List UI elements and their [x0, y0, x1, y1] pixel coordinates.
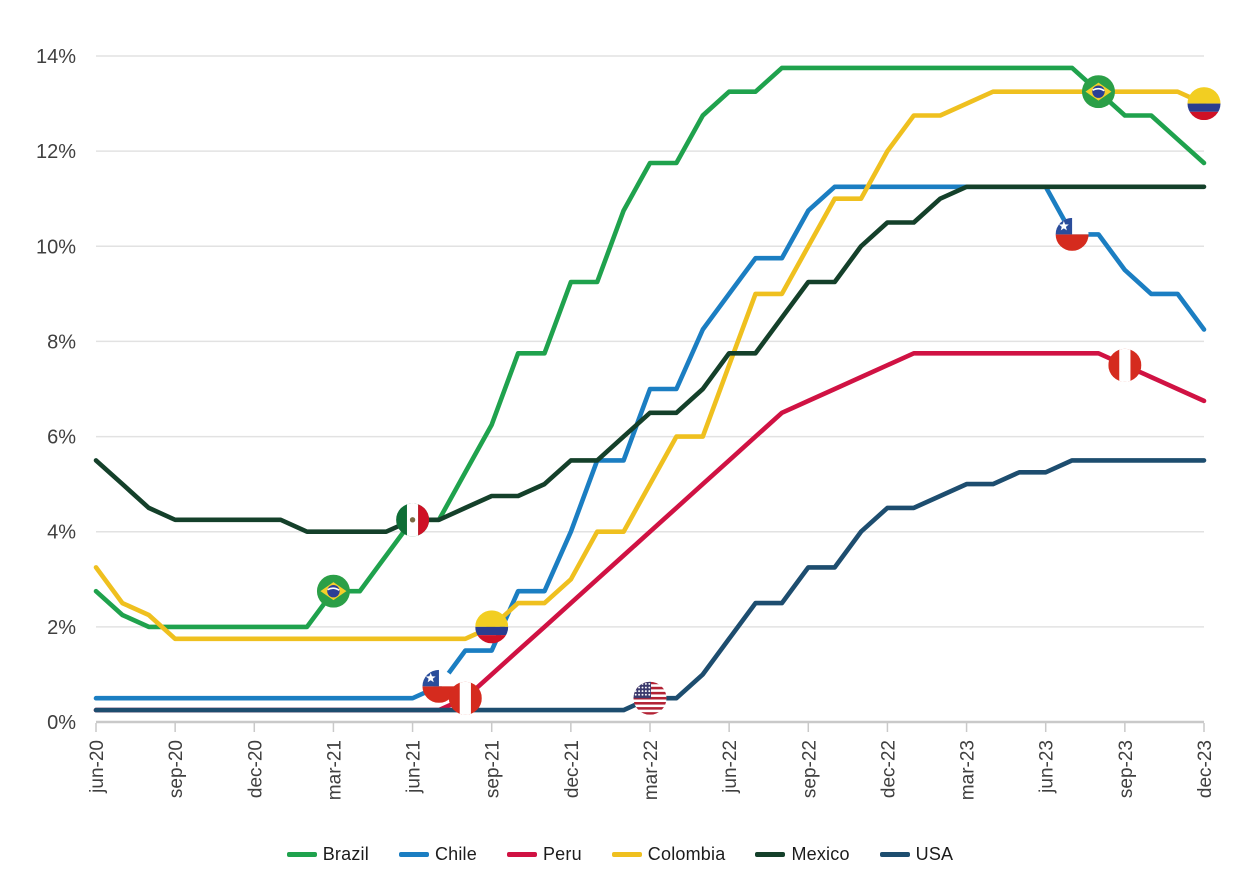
legend-item-chile: Chile: [398, 844, 477, 865]
series-line-brazil: [93, 65, 1207, 630]
x-axis-label: dec-21: [562, 740, 583, 798]
legend-item-mexico: Mexico: [755, 844, 849, 865]
legend-item-usa: USA: [879, 844, 954, 865]
y-axis-label: 14%: [36, 46, 76, 68]
brazil-flag-icon: [1081, 75, 1115, 109]
legend-label: Chile: [434, 844, 477, 864]
legend-label: Colombia: [647, 844, 726, 864]
x-axis-label: mar-21: [324, 740, 345, 800]
series-line-chile: [93, 184, 1207, 701]
x-axis-label: dec-20: [245, 740, 266, 798]
y-axis-label: 6%: [47, 427, 76, 449]
legend-swatch-usa: [879, 852, 910, 857]
x-axis-label: dec-23: [1195, 740, 1216, 798]
colombia-flag-icon: [475, 610, 509, 644]
y-axis-label: 8%: [47, 331, 76, 353]
legend-label: USA: [915, 844, 954, 864]
chart-legend: Brazil Chile Peru Colombia Mexico USA: [0, 844, 1240, 865]
x-axis-label: sep-20: [166, 740, 187, 798]
series-line-usa: [93, 458, 1207, 713]
series-line-colombia: [93, 89, 1207, 642]
x-axis-label: sep-23: [1116, 740, 1137, 798]
x-axis-label: sep-22: [799, 740, 820, 798]
legend-swatch-peru: [506, 852, 537, 857]
peru-flag-icon: [448, 681, 482, 715]
y-axis-label: 4%: [47, 522, 76, 544]
x-axis-label: mar-23: [958, 740, 979, 800]
legend-label: Peru: [542, 844, 582, 864]
chile-flag-icon: [422, 669, 456, 703]
legend-item-colombia: Colombia: [611, 844, 726, 865]
x-axis-label: sep-21: [483, 740, 504, 798]
y-axis-label: 10%: [36, 236, 76, 258]
chile-flag-icon: [1055, 217, 1089, 251]
legend-swatch-chile: [398, 852, 429, 857]
series-line-mexico: [93, 184, 1207, 535]
x-axis-label: dec-22: [878, 740, 899, 798]
legend-label: Brazil: [322, 844, 369, 864]
x-axis-label: jun-23: [1037, 740, 1058, 794]
peru-flag-icon: [1108, 348, 1142, 382]
legend-label: Mexico: [791, 844, 850, 864]
rates-line-chart: 0% 2% 4% 6% 8% 10% 12% 14% jun-20 sep-20 dec-20 mar…: [36, 46, 1221, 800]
x-axis-label: jun-22: [720, 740, 741, 794]
legend-item-brazil: Brazil: [286, 844, 369, 865]
y-axis-label: 12%: [36, 141, 76, 163]
colombia-flag-icon: [1187, 87, 1221, 121]
legend-item-peru: Peru: [506, 844, 582, 865]
y-axis-label: 0%: [47, 712, 76, 734]
x-axis-label: jun-21: [404, 740, 425, 794]
usa-flag-icon: [633, 681, 667, 715]
mexico-flag-icon: [396, 503, 430, 537]
legend-swatch-mexico: [755, 852, 786, 857]
x-axis-label: jun-20: [87, 740, 108, 794]
legend-swatch-brazil: [286, 852, 317, 857]
y-axis-label: 2%: [47, 617, 76, 639]
x-axis-label: mar-22: [641, 740, 662, 800]
brazil-flag-icon: [316, 574, 350, 608]
legend-swatch-colombia: [611, 852, 642, 857]
